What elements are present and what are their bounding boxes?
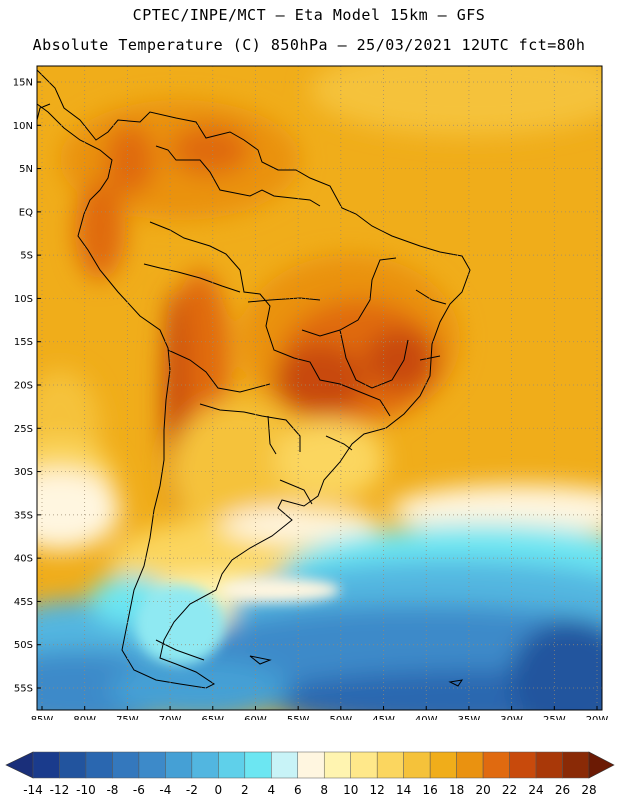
lat-label: 20S — [14, 381, 33, 392]
colorbar-tick-label: 28 — [581, 783, 596, 797]
colorbar-tick-label: 6 — [294, 783, 302, 797]
colorbar-tick-label: 14 — [396, 783, 411, 797]
colorbar-tick-label: 8 — [320, 783, 328, 797]
lon-label: 80W — [73, 715, 96, 720]
colorbar-swatch — [509, 751, 537, 779]
colorbar-swatch — [32, 751, 60, 779]
lat-label: 30S — [14, 467, 33, 478]
colorbar-swatch — [429, 751, 457, 779]
lat-label: 35S — [14, 510, 33, 521]
colorbar-tick-label: -10 — [76, 783, 96, 797]
colorbar-tick-label: 10 — [343, 783, 358, 797]
lon-label: 70W — [159, 715, 182, 720]
colorbar-over-arrow — [588, 751, 615, 779]
colorbar-tick-label: 18 — [449, 783, 464, 797]
lat-label: EQ — [19, 207, 33, 218]
lon-label: 25W — [543, 715, 566, 720]
colorbar-under-arrow — [5, 751, 34, 779]
lon-label: 85W — [31, 715, 54, 720]
colorbar-swatch — [138, 751, 166, 779]
lat-label: 5S — [20, 251, 33, 262]
coastlines — [37, 69, 471, 689]
colorbar-tick-label: 2 — [241, 783, 249, 797]
lon-label: 30W — [500, 715, 523, 720]
lon-label: 65W — [201, 715, 224, 720]
lon-label: 60W — [244, 715, 267, 720]
lat-label: 55S — [14, 684, 33, 695]
colorbar-swatch — [350, 751, 378, 779]
latitude-labels: 15N 10N 5N EQ 5S 10S 15S 20S 25S 30S 35S 40S 45S 50S 5… — [13, 78, 41, 695]
lat-label: 50S — [14, 640, 33, 651]
colorbar-swatch — [297, 751, 325, 779]
lat-label: 5N — [19, 164, 33, 175]
colorbar-tick-label: -8 — [106, 783, 118, 797]
lat-label: 15N — [13, 78, 33, 89]
colorbar-tick-label: -12 — [50, 783, 70, 797]
colorbar-tick-label: 24 — [528, 783, 543, 797]
colorbar-tick-label: 22 — [502, 783, 517, 797]
colorbar-swatch — [165, 751, 193, 779]
colorbar-swatch — [562, 751, 590, 779]
colorbar-tick-label: -2 — [186, 783, 198, 797]
colorbar-swatch — [376, 751, 404, 779]
lon-label: 50W — [330, 715, 353, 720]
colorbar-swatch — [59, 751, 87, 779]
colorbar-tick-label: 20 — [475, 783, 490, 797]
lon-label: 55W — [287, 715, 310, 720]
temperature-field — [37, 66, 602, 710]
title-line-2: Absolute Temperature (C) 850hPa – 25/03/… — [32, 36, 586, 54]
lon-label: 35W — [458, 715, 481, 720]
colorbar-swatch — [456, 751, 484, 779]
lat-label: 10N — [13, 121, 33, 132]
colorbar-tick-label: -14 — [23, 783, 43, 797]
lat-label: 40S — [14, 554, 33, 565]
graticule — [37, 66, 602, 710]
colorbar-tick-label: 4 — [267, 783, 275, 797]
lat-label: 45S — [14, 597, 33, 608]
colorbar-swatch — [85, 751, 113, 779]
lon-label: 20W — [586, 715, 609, 720]
colorbar-tick-label: 0 — [215, 783, 223, 797]
title-line-1: CPTEC/INPE/MCT – Eta Model 15km – GFS — [132, 6, 486, 24]
colorbar-swatch — [482, 751, 510, 779]
lat-label: 10S — [14, 294, 33, 305]
map-frame — [36, 65, 603, 711]
colorbar-swatch — [535, 751, 563, 779]
colorbar-tick-label: -4 — [159, 783, 171, 797]
colorbar-tick-label: 16 — [423, 783, 438, 797]
colorbar-tick-label: 12 — [370, 783, 385, 797]
lat-label: 25S — [14, 424, 33, 435]
temperature-map: 15N 10N 5N EQ 5S 10S 15S 20S 25S 30S 35S 40S 45S 50S 5… — [13, 65, 609, 720]
lon-label: 75W — [116, 715, 139, 720]
longitude-labels: 85W 80W 75W 70W 65W 60W 55W 50W 45W 40W 35W 30W 25W 2… — [31, 706, 609, 720]
colorbar-swatch — [323, 751, 351, 779]
colorbar-swatch — [271, 751, 299, 779]
colorbar-swatch — [112, 751, 140, 779]
lon-label: 40W — [415, 715, 438, 720]
lat-label: 15S — [14, 337, 33, 348]
colorbar-swatch — [191, 751, 219, 779]
lon-label: 45W — [372, 715, 395, 720]
colorbar-tick-label: -6 — [133, 783, 145, 797]
colorbar-tick-label: 26 — [555, 783, 570, 797]
colorbar-swatch — [244, 751, 272, 779]
colorbar-swatch — [403, 751, 431, 779]
colorbar-swatch — [218, 751, 246, 779]
